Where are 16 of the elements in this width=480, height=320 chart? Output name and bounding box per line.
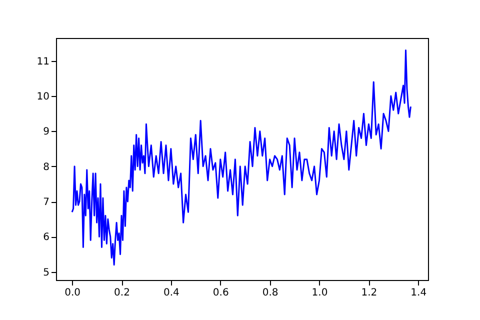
x-tick-label: 1.2 (361, 288, 378, 298)
line-series (71, 50, 412, 266)
y-tick-label: 5 (43, 267, 50, 278)
x-tick-label: 0.6 (212, 288, 229, 298)
y-tick-label: 7 (43, 197, 50, 208)
y-tick-label: 8 (43, 162, 50, 173)
x-tick-label: 1.4 (410, 288, 427, 298)
y-tick-label: 11 (36, 56, 50, 68)
x-tick-label: 1.0 (312, 288, 328, 298)
x-tick-label: 0.2 (114, 288, 130, 298)
x-tick-label: 0.8 (262, 288, 278, 298)
y-tick-label: 9 (43, 126, 50, 138)
y-tick-label: 6 (43, 232, 50, 244)
x-tick-label: 0.4 (163, 288, 180, 298)
x-tick-label: 0.0 (64, 288, 81, 298)
y-tick-label: 10 (36, 92, 50, 103)
